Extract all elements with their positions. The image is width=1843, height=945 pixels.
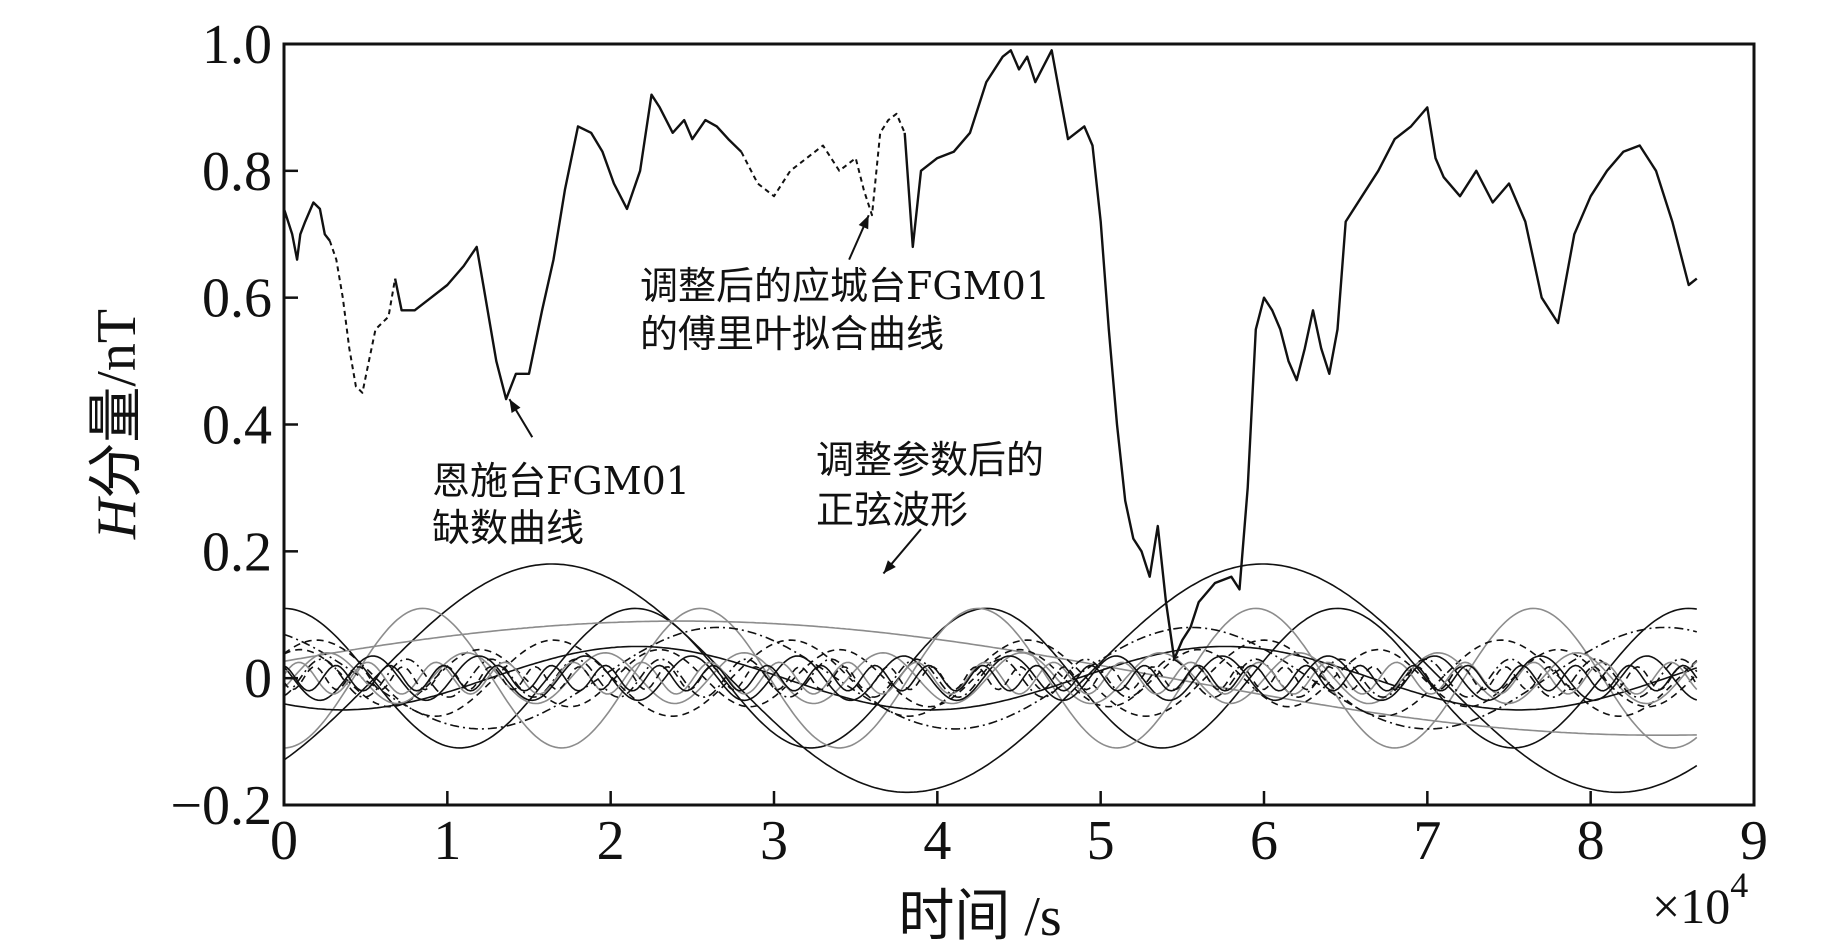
sine-component-8 <box>283 651 1698 705</box>
y-tick-label-4: 0.6 <box>202 268 272 330</box>
x-multiplier: ×104 <box>1652 865 1748 934</box>
x-multiplier-prefix: ×10 <box>1652 878 1730 934</box>
y-tick-label-1: 0 <box>244 648 272 710</box>
fourier-fit-segment-1 <box>328 240 397 394</box>
arrow-head-1 <box>509 399 521 413</box>
sine-component-3 <box>283 607 1698 749</box>
annotation-fourier-line-1: 调整后的应城台FGM01 <box>640 264 1050 308</box>
x-tick-label-0: 0 <box>270 810 298 872</box>
x-tick-label-4: 4 <box>923 810 951 872</box>
y-tick-label-2: 0.2 <box>202 521 272 583</box>
annotation-enshi-line-1: 恩施台FGM01 <box>432 459 690 503</box>
arrow-head-2 <box>883 560 896 574</box>
x-tick-label-6: 6 <box>1250 810 1278 872</box>
arrow-head-0 <box>858 215 869 230</box>
y-tick-label-5: 0.8 <box>202 141 272 203</box>
sine-component-2 <box>283 620 1697 737</box>
sine-component-0 <box>283 563 1698 794</box>
annotation-fourier-fit: 调整后的应城台FGM01 的傅里叶拟合曲线 <box>640 264 1050 356</box>
sine-components <box>283 563 1698 794</box>
sine-component-9 <box>283 655 1698 702</box>
sine-component-4 <box>283 626 1698 730</box>
annotation-sine-line-2: 正弦波形 <box>816 488 968 532</box>
x-tick-label-2: 2 <box>597 810 625 872</box>
sine-component-12 <box>283 664 1698 692</box>
annotation-enshi-line-2: 缺数曲线 <box>432 506 584 550</box>
y-tick-label-6: 1.0 <box>202 14 272 76</box>
y-tick-label-0: −0.2 <box>170 775 272 837</box>
x-tick-label-8: 8 <box>1577 810 1605 872</box>
main-observed-segment-0 <box>282 201 331 261</box>
sine-component-1 <box>283 607 1697 749</box>
axis-ticks: 0 1 2 3 4 5 6 7 8 9−0.200.20.40.60.81.0 <box>170 14 1768 872</box>
annotation-sine: 调整参数后的 正弦波形 <box>816 438 1044 532</box>
x-tick-label-3: 3 <box>760 810 788 872</box>
main-observed-segment-2 <box>393 93 743 401</box>
x-multiplier-exponent: 4 <box>1730 865 1748 905</box>
plot-frame <box>282 42 1756 807</box>
main-observed-segment-4 <box>903 49 1698 661</box>
y-axis-title-rest: 分量/nT <box>86 309 148 499</box>
annotation-arrows <box>508 214 922 575</box>
y-axis-title-italic: H <box>86 496 148 540</box>
sine-component-5 <box>283 639 1698 718</box>
x-tick-label-7: 7 <box>1413 810 1441 872</box>
sine-component-13 <box>283 665 1698 691</box>
annotation-fourier-line-2: 的傅里叶拟合曲线 <box>640 312 944 356</box>
y-tick-label-3: 0.4 <box>202 395 272 457</box>
fourier-fit-segment-3 <box>740 112 906 217</box>
x-tick-label-9: 9 <box>1740 810 1768 872</box>
sine-component-7 <box>283 648 1698 708</box>
annotation-sine-line-1: 调整参数后的 <box>816 438 1044 482</box>
x-tick-label-5: 5 <box>1087 810 1115 872</box>
x-tick-label-1: 1 <box>433 810 461 872</box>
sine-component-6 <box>283 645 1698 711</box>
sine-component-11 <box>283 661 1698 695</box>
x-axis-title: 时间 /s <box>898 886 1061 945</box>
data-series <box>282 49 1698 661</box>
annotation-enshi-missing: 恩施台FGM01 缺数曲线 <box>432 459 690 550</box>
y-axis-title: H分量/nT <box>86 309 148 540</box>
